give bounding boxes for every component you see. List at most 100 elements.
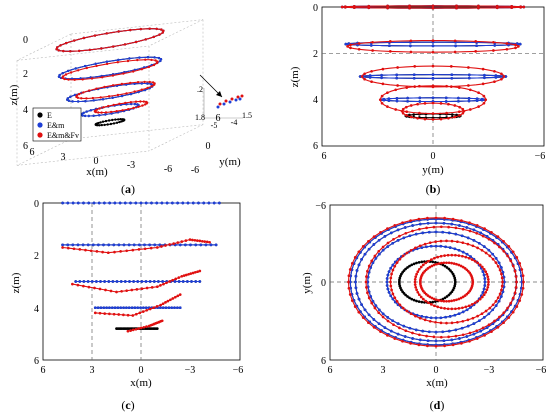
- panel-c-point: [93, 306, 97, 310]
- panel-d-point: [417, 293, 421, 297]
- panel-b-point: [349, 43, 352, 47]
- panel-d-point: [479, 231, 483, 235]
- panel-a-point: [115, 110, 118, 113]
- panel-b-point: [431, 84, 435, 88]
- panel-a-point: [140, 88, 143, 91]
- panel-a-point: [152, 63, 156, 67]
- panel-b-point: [431, 96, 435, 100]
- panel-d-point: [385, 277, 389, 280]
- panel-b-point: [457, 96, 460, 100]
- panel-b-point: [409, 115, 413, 119]
- panel-a-point: [120, 94, 124, 98]
- panel-c-xtick-2: 0: [139, 365, 144, 376]
- panel-b-point: [461, 111, 465, 115]
- panel-d-point: [486, 283, 490, 286]
- panel-b-point: [363, 72, 366, 76]
- panel-c-point: [165, 281, 168, 285]
- panel-b-point: [462, 109, 466, 113]
- panel-d-point: [496, 264, 500, 268]
- panel-b-point: [418, 111, 421, 115]
- panel-d-point: [370, 259, 374, 263]
- panel-d-point: [411, 224, 414, 227]
- panel-c-point: [187, 272, 190, 276]
- panel-b-point: [431, 39, 435, 42]
- panel-c-point: [138, 243, 141, 247]
- panel-d-point: [482, 245, 486, 248]
- panel-a-point: [137, 90, 140, 94]
- panel-d-point: [367, 247, 371, 251]
- panel-d-point: [466, 236, 470, 240]
- panel-d-point: [513, 291, 517, 295]
- panel-b-point: [453, 39, 457, 43]
- panel-c-point: [159, 303, 162, 307]
- panel-a-point: [116, 93, 120, 97]
- panel-b-ytick-0: 0: [313, 3, 318, 14]
- panel-a-point: [97, 121, 100, 125]
- panel-c-point: [212, 201, 216, 205]
- panel-a-point: [82, 36, 86, 40]
- panel-d-point: [396, 228, 400, 232]
- panel-a-point: [121, 118, 124, 121]
- panel-b-point: [494, 74, 498, 77]
- panel-d-point: [372, 318, 376, 321]
- panel-d-point: [472, 239, 476, 242]
- panel-a-point: [150, 58, 153, 62]
- panel-d-point: [404, 329, 408, 333]
- panel-a-inset-point: [216, 105, 220, 109]
- panel-d-point: [374, 257, 378, 260]
- panel-b-point: [461, 107, 465, 111]
- panel-b-caption: (b): [426, 182, 441, 196]
- panel-d-point: [396, 239, 400, 242]
- panel-a-inset-point: [234, 98, 238, 102]
- panel-d-point: [411, 331, 414, 335]
- panel-d-point: [428, 241, 432, 245]
- panel-c-point: [181, 280, 185, 283]
- panel-d-point: [454, 307, 457, 311]
- panel-d-point: [483, 334, 486, 337]
- panel-d-point: [353, 256, 357, 259]
- panel-d-point: [454, 328, 458, 332]
- panel-c-point: [105, 306, 108, 310]
- panel-c-point: [152, 306, 156, 310]
- panel-d-point: [411, 229, 414, 233]
- panel-c-point: [76, 201, 80, 205]
- panel-a-point: [148, 27, 151, 30]
- panel-d-point: [465, 226, 469, 229]
- panel-c-point: [218, 201, 221, 205]
- panel-d-point: [409, 219, 412, 222]
- panel-c-point: [109, 289, 113, 293]
- panel-c-point: [123, 280, 127, 283]
- panel-a-point: [158, 33, 161, 36]
- panel-a-point: [107, 119, 111, 122]
- panel-d-point: [401, 254, 405, 258]
- panel-a-legend-label-0: E: [47, 111, 52, 120]
- panel-d-point: [389, 294, 393, 298]
- panel-c-point: [186, 201, 190, 205]
- panel-d-point: [507, 245, 511, 248]
- panel-c-point: [89, 249, 93, 253]
- panel-d-point: [521, 274, 525, 278]
- panel-a-point: [78, 92, 81, 96]
- panel-d-point: [465, 335, 469, 338]
- panel-d-point: [409, 342, 412, 345]
- panel-d-point: [381, 312, 385, 316]
- panel-a-point: [111, 74, 115, 77]
- panel-d-point: [434, 244, 438, 248]
- panel-a-point: [129, 81, 132, 85]
- panel-d-point: [372, 243, 376, 246]
- panel-a-point: [55, 48, 58, 51]
- panel-a-point: [61, 72, 64, 75]
- panel-c-point: [133, 306, 137, 310]
- panel-a-point: [133, 82, 136, 86]
- panel-a-point: [101, 120, 105, 123]
- panel-d-point: [386, 273, 390, 277]
- panel-d-point: [443, 254, 446, 257]
- panel-b-xtick-0: 6: [322, 151, 327, 162]
- panel-d-point: [419, 295, 423, 299]
- panel-c-point: [134, 312, 138, 316]
- panel-d-point: [479, 329, 483, 333]
- panel-d-point: [428, 295, 432, 299]
- panel-d-xtick-4: −6: [536, 365, 547, 376]
- panel-a-point: [114, 118, 117, 121]
